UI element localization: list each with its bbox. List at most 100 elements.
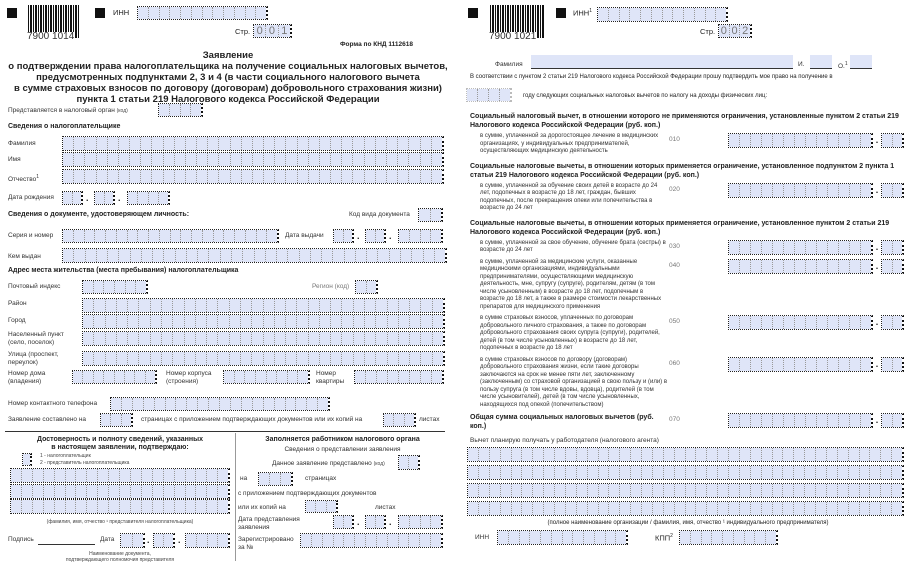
input-cell[interactable] xyxy=(828,240,839,254)
input-cell[interactable] xyxy=(274,332,287,345)
input-cell[interactable] xyxy=(121,534,133,547)
input-cell[interactable] xyxy=(308,137,320,150)
input-cell[interactable] xyxy=(806,183,817,197)
input-cell[interactable] xyxy=(274,315,287,328)
input-cell[interactable] xyxy=(740,357,751,371)
input-cell[interactable] xyxy=(152,153,164,166)
input-cell[interactable] xyxy=(729,484,740,497)
input-cell[interactable] xyxy=(148,7,160,19)
input-cell[interactable] xyxy=(263,299,275,312)
input-cell[interactable] xyxy=(191,7,203,19)
input-cell[interactable] xyxy=(881,502,893,515)
input-cell[interactable] xyxy=(252,315,264,328)
input-cell[interactable] xyxy=(184,352,196,365)
input-cell[interactable] xyxy=(353,299,366,312)
input-cell[interactable] xyxy=(740,240,751,254)
surname-input[interactable] xyxy=(62,136,444,151)
input-cell[interactable] xyxy=(718,448,729,461)
input-cell[interactable] xyxy=(892,240,902,254)
input-cell[interactable] xyxy=(333,249,345,262)
input-cell[interactable] xyxy=(762,414,773,427)
input-cell[interactable] xyxy=(220,249,232,262)
line-020-rubles-input[interactable] xyxy=(728,182,873,198)
input-cell[interactable] xyxy=(850,259,861,273)
input-cell[interactable] xyxy=(207,485,219,498)
input-cell[interactable] xyxy=(410,352,422,365)
input-cell[interactable] xyxy=(729,259,740,273)
input-cell[interactable] xyxy=(366,371,377,383)
input-cell[interactable] xyxy=(331,332,343,345)
input-cell[interactable] xyxy=(421,299,433,312)
employer-inn-input[interactable] xyxy=(497,530,628,545)
input-cell[interactable] xyxy=(694,8,706,21)
input-cell[interactable] xyxy=(322,249,334,262)
input-cell[interactable] xyxy=(431,170,442,183)
input-cell[interactable] xyxy=(631,466,642,479)
input-cell[interactable] xyxy=(376,332,388,345)
input-cell[interactable] xyxy=(795,259,806,273)
input-cell[interactable] xyxy=(565,448,577,461)
input-cell[interactable] xyxy=(229,332,241,345)
input-cell[interactable] xyxy=(252,299,264,312)
input-cell[interactable] xyxy=(587,466,599,479)
input-cell[interactable] xyxy=(555,466,566,479)
input-cell[interactable] xyxy=(828,259,839,273)
input-cell[interactable] xyxy=(111,414,122,426)
input-cell[interactable] xyxy=(130,153,142,166)
input-cell[interactable] xyxy=(108,249,120,262)
input-cell[interactable] xyxy=(218,332,230,345)
input-cell[interactable] xyxy=(107,170,119,183)
input-cell[interactable] xyxy=(319,153,332,166)
pages-count-input[interactable] xyxy=(100,413,133,427)
input-cell[interactable] xyxy=(141,500,153,513)
input-cell[interactable] xyxy=(850,316,861,329)
input-cell[interactable] xyxy=(105,299,117,312)
input-cell[interactable] xyxy=(642,502,653,515)
submit-year-input[interactable] xyxy=(398,515,443,529)
input-cell[interactable] xyxy=(245,7,257,19)
house-input[interactable] xyxy=(72,370,157,384)
input-cell[interactable] xyxy=(32,469,44,482)
input-cell[interactable] xyxy=(739,502,751,515)
input-cell[interactable] xyxy=(311,534,323,547)
input-cell[interactable] xyxy=(95,230,106,242)
input-cell[interactable] xyxy=(230,398,242,410)
input-cell[interactable] xyxy=(663,502,675,515)
input-cell[interactable] xyxy=(679,531,691,544)
input-cell[interactable] xyxy=(163,137,175,150)
input-cell[interactable] xyxy=(598,484,610,497)
input-cell[interactable] xyxy=(365,315,377,328)
input-cell[interactable] xyxy=(508,531,520,544)
input-cell[interactable] xyxy=(794,448,806,461)
input-cell[interactable] xyxy=(185,485,197,498)
input-cell[interactable] xyxy=(207,332,219,345)
issue-month-input[interactable] xyxy=(365,229,386,243)
input-cell[interactable] xyxy=(762,134,773,147)
input-cell[interactable] xyxy=(533,484,545,497)
input-cell[interactable] xyxy=(766,531,776,544)
input-cell[interactable] xyxy=(331,352,343,365)
input-cell[interactable] xyxy=(744,531,756,544)
input-cell[interactable] xyxy=(308,170,320,183)
input-cell[interactable] xyxy=(184,332,196,345)
input-cell[interactable] xyxy=(185,170,198,183)
input-cell[interactable] xyxy=(209,398,221,410)
input-cell[interactable] xyxy=(783,466,795,479)
input-cell[interactable] xyxy=(138,230,149,242)
input-cell[interactable] xyxy=(23,454,30,465)
input-cell[interactable] xyxy=(93,371,105,383)
input-cell[interactable] xyxy=(861,183,871,197)
input-cell[interactable] xyxy=(652,502,664,515)
input-cell[interactable] xyxy=(420,534,432,547)
inn-input[interactable] xyxy=(597,7,728,22)
input-cell[interactable] xyxy=(500,89,510,101)
input-cell[interactable] xyxy=(522,448,534,461)
input-cell[interactable] xyxy=(275,137,287,150)
input-cell[interactable] xyxy=(828,357,839,371)
input-cell[interactable] xyxy=(353,153,365,166)
input-cell[interactable] xyxy=(861,357,871,371)
input-cell[interactable] xyxy=(576,466,588,479)
input-cell[interactable] xyxy=(420,516,432,528)
input-cell[interactable] xyxy=(208,153,220,166)
input-cell[interactable] xyxy=(364,170,376,183)
